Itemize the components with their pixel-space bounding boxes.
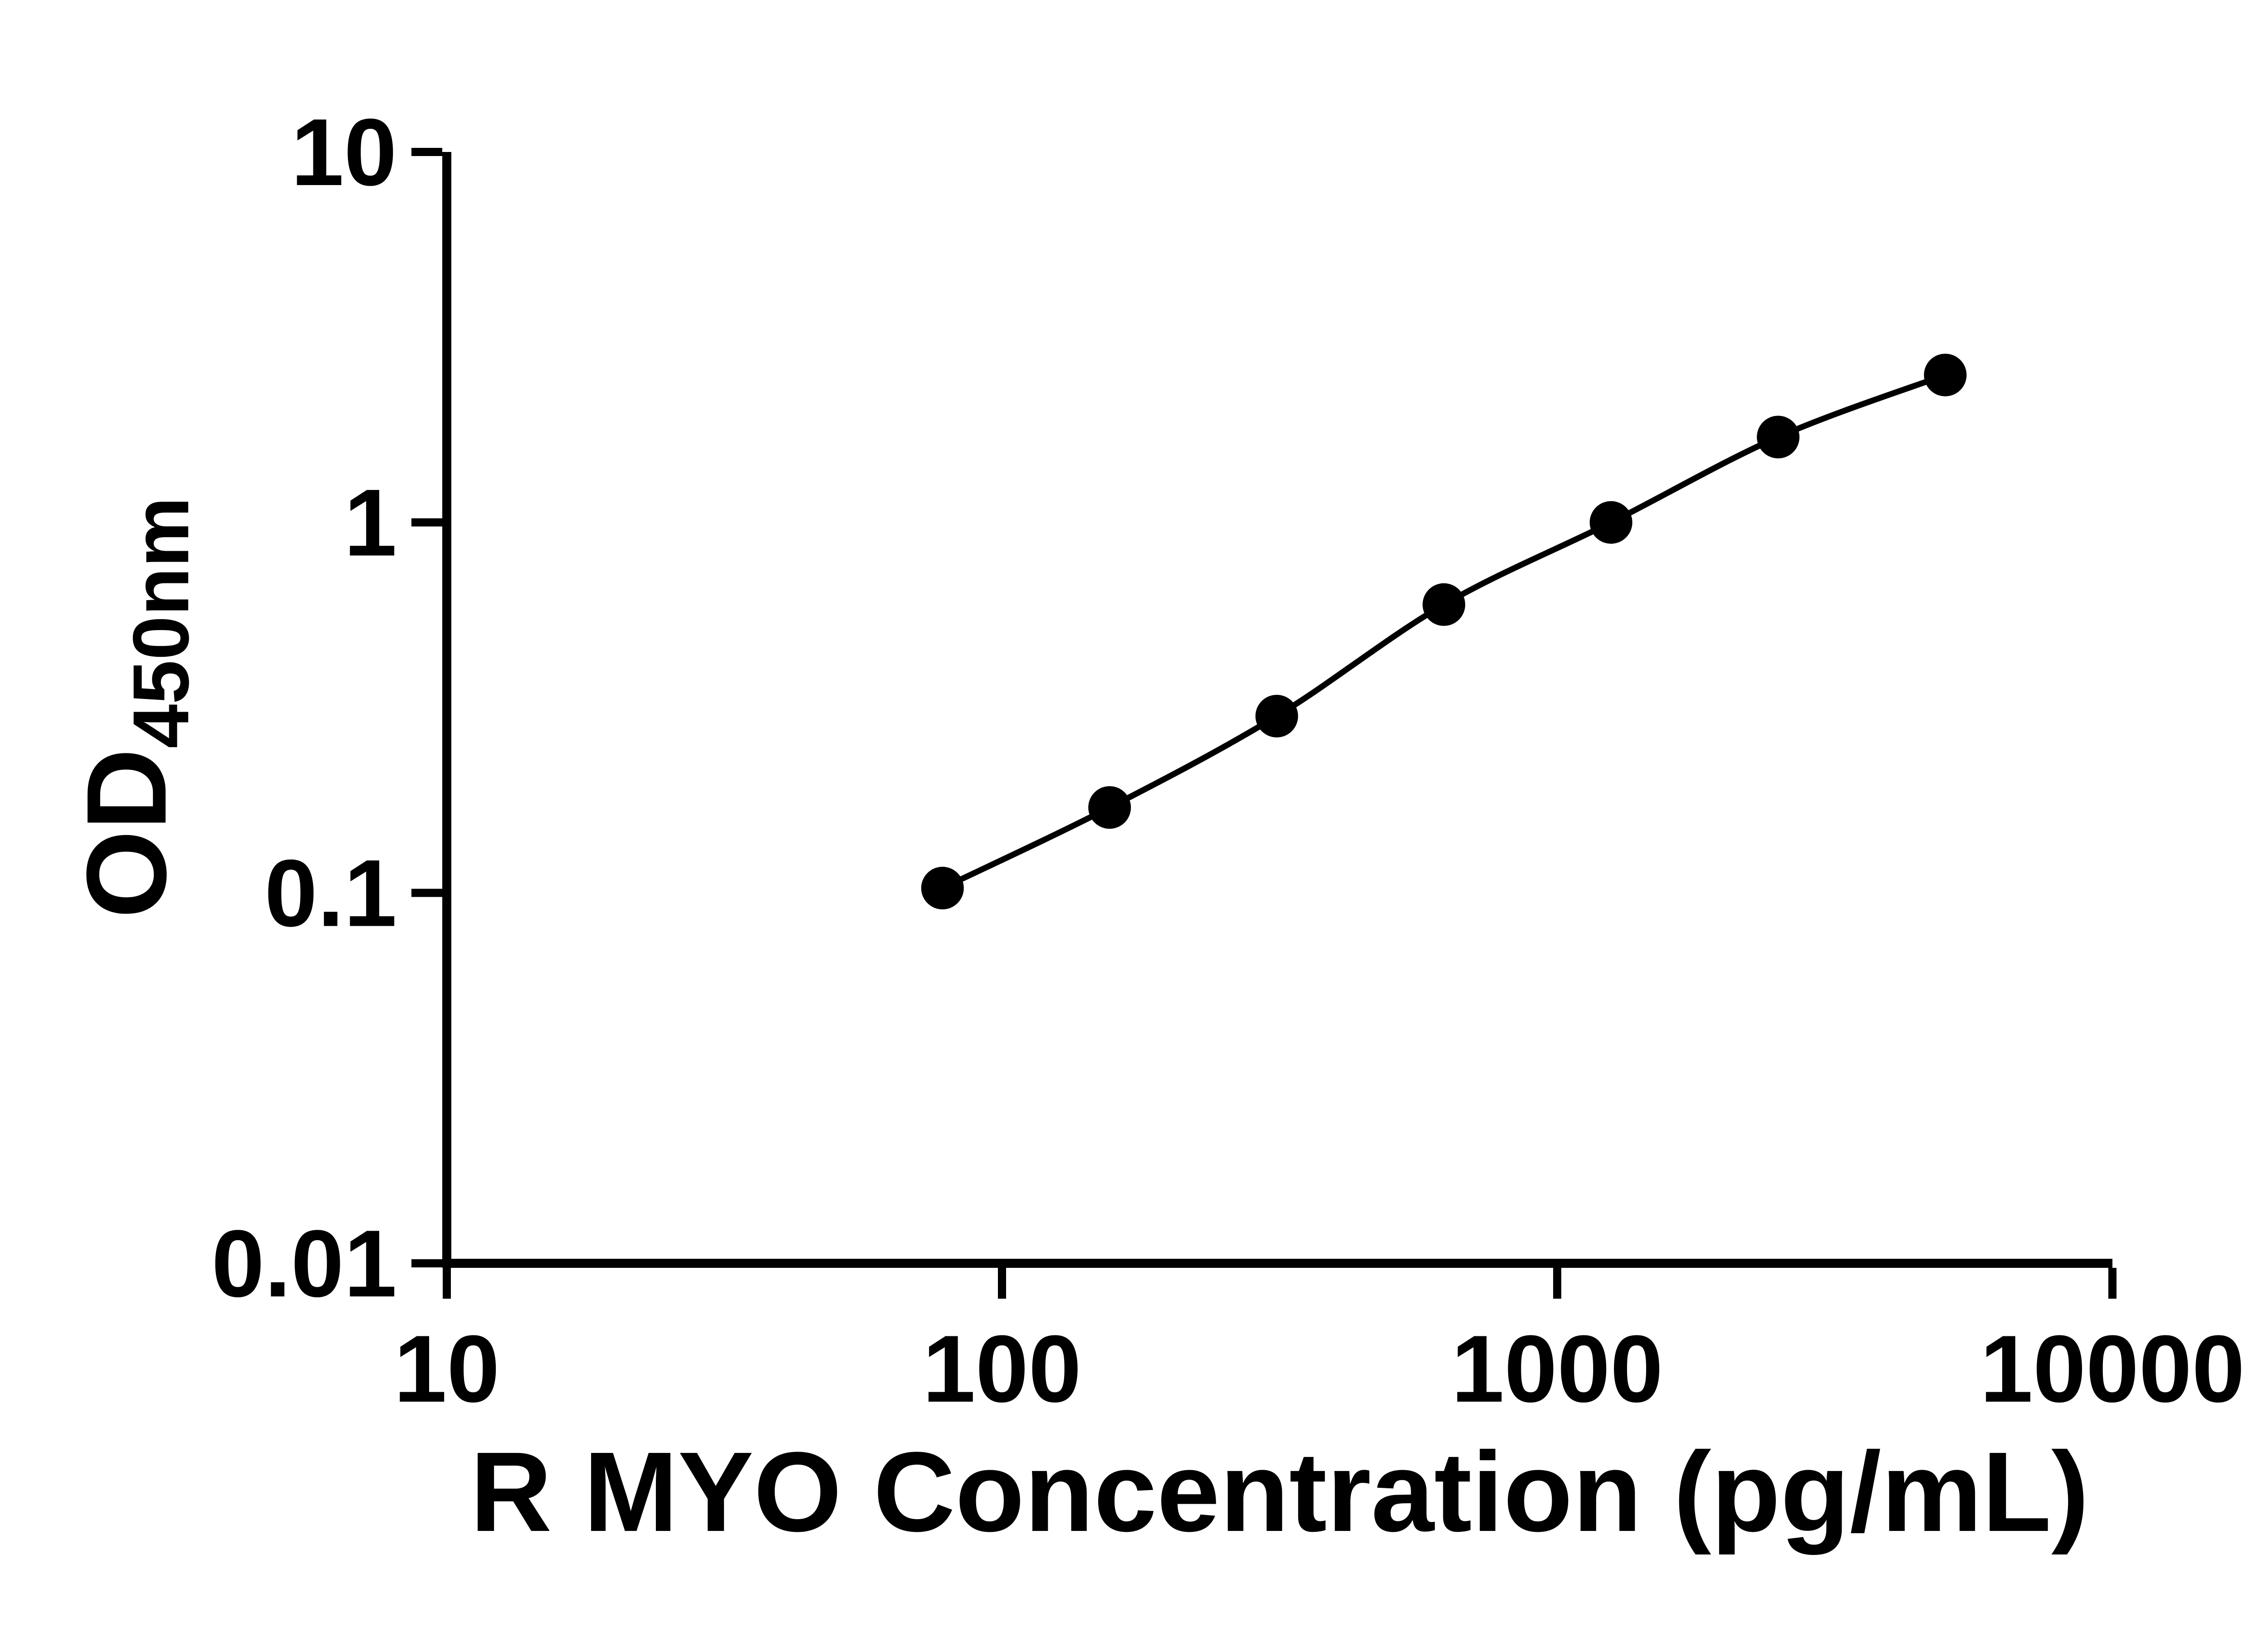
data-point (1255, 694, 1298, 738)
y-tick-label: 0.1 (264, 840, 397, 946)
y-tick-label: 10 (291, 99, 397, 205)
data-point (1088, 786, 1131, 829)
data-point (1924, 353, 1967, 396)
data-point (1589, 501, 1633, 544)
axes (442, 152, 2112, 1268)
x-tick-label: 10 (394, 1315, 500, 1422)
data-point (921, 866, 964, 909)
y-axis-title: OD450nm (63, 497, 205, 918)
y-tick-label: 0.01 (211, 1210, 397, 1317)
y-tick-label: 1 (344, 469, 397, 576)
x-axis-title: R MYO Concentration (pg/mL) (470, 1428, 2089, 1555)
x-tick-label: 1000 (1451, 1315, 1663, 1422)
x-tick-label: 100 (923, 1315, 1081, 1422)
data-point (1757, 416, 1800, 459)
x-tick-label: 10000 (1980, 1315, 2245, 1422)
data-point (1422, 583, 1466, 626)
